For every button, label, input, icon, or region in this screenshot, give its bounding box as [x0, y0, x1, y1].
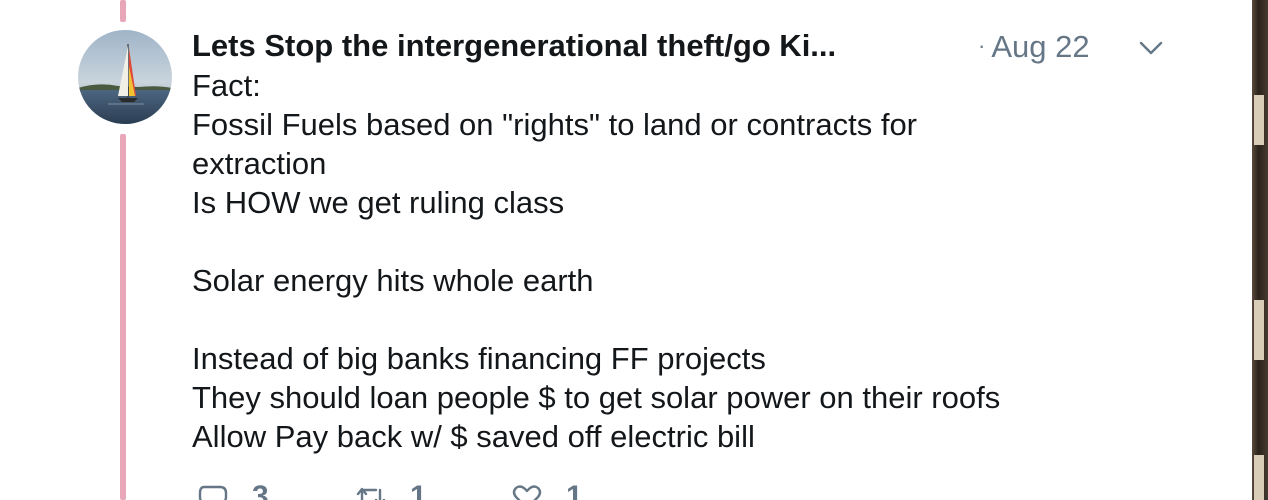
retweet-button[interactable]: 1 — [354, 480, 427, 500]
thread-line-bottom — [120, 134, 126, 500]
tweet-date[interactable]: Aug 22 — [991, 29, 1090, 64]
background-edge-mark — [1254, 455, 1264, 500]
display-name[interactable]: Lets Stop the intergenerational theft/go… — [192, 28, 837, 63]
tweet-text-line: Fossil Fuels based on "rights" to land o… — [192, 107, 918, 142]
background-edge — [1252, 0, 1268, 500]
retweet-icon — [356, 487, 386, 500]
background-edge-mark — [1254, 300, 1264, 360]
background-edge-mark — [1254, 95, 1264, 145]
tweet-text: Fact: Fossil Fuels based on "rights" to … — [192, 66, 1232, 456]
reply-count: 3 — [252, 480, 269, 500]
avatar-sailboat-image — [78, 30, 172, 124]
tweet-text-line: Allow Pay back w/ $ saved off electric b… — [192, 419, 755, 454]
tweet-actions: 3 1 1 — [196, 480, 796, 500]
tweet-text-line: Is HOW we get ruling class — [192, 185, 565, 220]
retweet-count: 1 — [410, 480, 427, 500]
heart-icon — [512, 485, 542, 500]
separator-dot: · — [978, 33, 986, 58]
tweet-text-line — [192, 222, 1232, 261]
tweet-header: Lets Stop the intergenerational theft/go… — [192, 24, 1182, 66]
reply-icon — [198, 485, 228, 500]
tweet-text-line: Solar energy hits whole earth — [192, 263, 594, 298]
tweet-text-line: Instead of big banks financing FF projec… — [192, 341, 766, 376]
like-button[interactable]: 1 — [510, 480, 583, 500]
avatar[interactable] — [78, 30, 172, 124]
tweet-text-line — [192, 300, 1232, 339]
thread-line-top — [120, 0, 126, 22]
reply-button[interactable]: 3 — [196, 480, 269, 500]
tweet-text-line: extraction — [192, 146, 327, 181]
tweet-text-line: They should loan people $ to get solar p… — [192, 380, 1001, 415]
tweet-meta: · Aug 22 — [978, 28, 1090, 65]
like-count: 1 — [566, 480, 583, 500]
chevron-down-icon[interactable] — [1138, 38, 1164, 58]
tweet-text-line: Fact: — [192, 68, 261, 103]
